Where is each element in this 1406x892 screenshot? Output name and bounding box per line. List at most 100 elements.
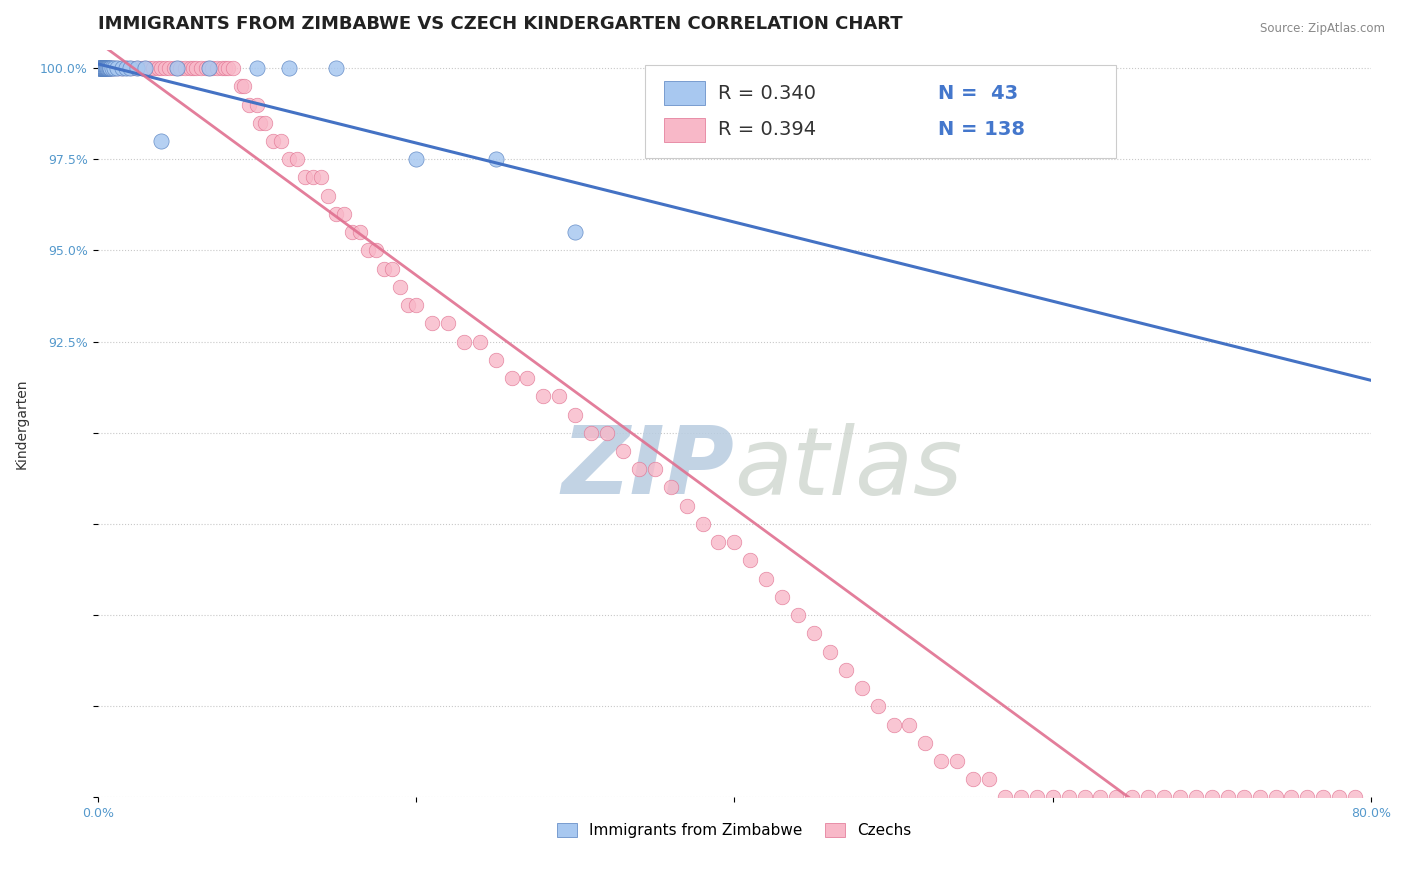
Point [612, 444, 634, 458]
Point [977, 772, 1000, 787]
Point [405, 298, 427, 312]
Point [787, 608, 810, 623]
Point [325, 61, 347, 75]
Point [262, 134, 284, 148]
Point [946, 754, 969, 768]
Point [93, 61, 115, 75]
FancyBboxPatch shape [664, 81, 704, 105]
Point [755, 572, 778, 586]
Point [246, 97, 269, 112]
Point [1153, 790, 1175, 805]
Point [93, 61, 115, 75]
Point [249, 116, 271, 130]
Point [723, 535, 745, 549]
Point [166, 61, 188, 75]
Point [318, 188, 340, 202]
Point [270, 134, 292, 148]
Point [101, 61, 124, 75]
Point [93, 61, 115, 75]
Text: ZIP: ZIP [561, 423, 734, 515]
Point [818, 644, 841, 658]
Point [740, 553, 762, 567]
Point [181, 61, 204, 75]
Text: N = 138: N = 138 [938, 120, 1025, 139]
Point [627, 462, 650, 476]
Point [96, 61, 118, 75]
Point [97, 61, 120, 75]
Point [1073, 790, 1095, 805]
Point [1281, 790, 1303, 805]
Point [103, 61, 125, 75]
Point [90, 61, 112, 75]
Point [437, 317, 460, 331]
Point [211, 61, 233, 75]
Point [174, 61, 197, 75]
Point [548, 389, 571, 403]
Point [87, 61, 110, 75]
Point [89, 61, 111, 75]
Point [198, 61, 221, 75]
Point [100, 61, 122, 75]
Point [1137, 790, 1160, 805]
Point [97, 61, 120, 75]
Point [1010, 790, 1032, 805]
Point [91, 61, 114, 75]
Point [1105, 790, 1128, 805]
Point [89, 61, 111, 75]
Point [91, 61, 114, 75]
Point [96, 61, 118, 75]
Point [198, 61, 221, 75]
Point [1121, 790, 1143, 805]
Point [342, 225, 364, 239]
Point [91, 61, 114, 75]
Point [1168, 790, 1191, 805]
Text: N =  43: N = 43 [938, 84, 1018, 103]
Point [564, 225, 586, 239]
Point [163, 61, 186, 75]
Point [1025, 790, 1047, 805]
Point [707, 535, 730, 549]
Point [201, 61, 224, 75]
Point [100, 61, 122, 75]
Point [564, 408, 586, 422]
Point [97, 61, 120, 75]
Point [405, 153, 427, 167]
Point [579, 425, 602, 440]
Point [94, 61, 117, 75]
Point [150, 61, 173, 75]
Point [389, 280, 412, 294]
Point [101, 61, 124, 75]
Point [157, 61, 180, 75]
Point [233, 79, 256, 94]
Point [105, 61, 128, 75]
Point [501, 371, 523, 385]
Point [121, 61, 143, 75]
Point [169, 61, 191, 75]
Legend: Immigrants from Zimbabwe, Czechs: Immigrants from Zimbabwe, Czechs [550, 815, 920, 846]
Point [692, 516, 714, 531]
Point [96, 61, 118, 75]
Point [898, 717, 921, 731]
Point [277, 153, 299, 167]
Point [1249, 790, 1271, 805]
Point [373, 261, 395, 276]
Point [1042, 790, 1064, 805]
Point [100, 61, 122, 75]
Point [366, 244, 388, 258]
Point [190, 61, 212, 75]
Point [883, 717, 905, 731]
Point [138, 61, 160, 75]
Point [150, 134, 173, 148]
Point [596, 425, 619, 440]
Point [217, 61, 239, 75]
Point [115, 61, 138, 75]
Point [962, 772, 984, 787]
Point [484, 153, 506, 167]
Point [929, 754, 952, 768]
Point [381, 261, 404, 276]
Point [803, 626, 825, 640]
FancyBboxPatch shape [664, 118, 704, 142]
Text: atlas: atlas [734, 423, 963, 514]
Point [103, 61, 125, 75]
Point [91, 61, 114, 75]
